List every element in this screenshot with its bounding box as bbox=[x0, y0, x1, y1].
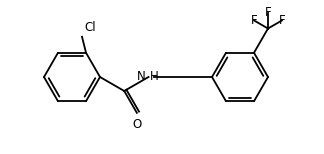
Text: F: F bbox=[251, 14, 258, 27]
Text: F: F bbox=[265, 6, 271, 19]
Text: F: F bbox=[279, 14, 285, 27]
Text: H: H bbox=[149, 69, 158, 83]
Text: O: O bbox=[132, 118, 142, 131]
Text: Cl: Cl bbox=[84, 21, 96, 34]
Text: N: N bbox=[137, 69, 145, 83]
